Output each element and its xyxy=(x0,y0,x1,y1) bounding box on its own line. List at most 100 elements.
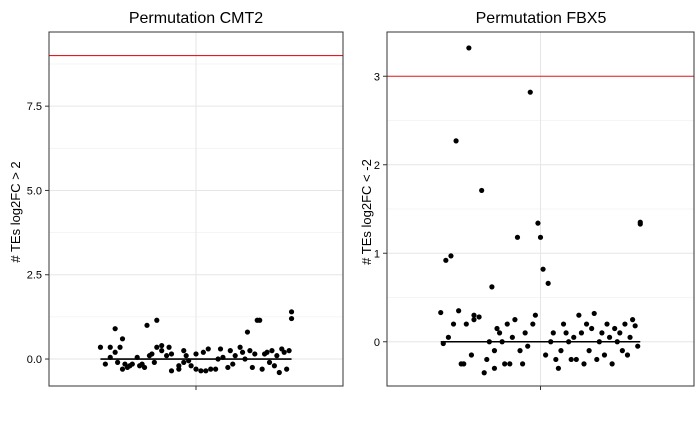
data-point xyxy=(154,344,160,350)
data-point xyxy=(117,344,123,350)
data-point xyxy=(489,284,495,290)
axes: 0.0 2.5 5.0 7.5 xyxy=(27,31,344,390)
data-point xyxy=(176,363,182,369)
data-point xyxy=(97,344,104,350)
data-point xyxy=(443,257,449,263)
data-point xyxy=(581,361,587,367)
data-point xyxy=(288,315,295,322)
panel-title: Permutation CMT2 xyxy=(129,10,263,27)
data-point xyxy=(622,321,628,327)
data-point xyxy=(522,330,528,336)
data-point xyxy=(188,363,194,369)
data-point xyxy=(193,351,199,357)
y-tick-label: 1 xyxy=(374,248,380,260)
data-point xyxy=(558,348,564,354)
data-point xyxy=(576,312,582,318)
data-point xyxy=(532,312,538,318)
data-point xyxy=(284,366,290,372)
data-point xyxy=(159,342,165,349)
data-point xyxy=(525,343,531,349)
data-point xyxy=(274,353,280,359)
y-tick-label: 0.0 xyxy=(27,354,42,366)
data-point xyxy=(164,353,170,359)
data-point xyxy=(445,334,451,340)
data-point xyxy=(512,317,518,323)
data-point xyxy=(632,323,638,329)
data-point xyxy=(237,344,243,350)
data-point xyxy=(517,348,523,354)
data-point xyxy=(519,361,526,367)
data-point xyxy=(252,351,258,357)
data-point xyxy=(507,361,513,367)
data-point xyxy=(550,330,556,336)
data-point xyxy=(115,359,121,365)
data-point xyxy=(484,356,490,363)
data-point xyxy=(232,353,238,359)
y-tick-label: 5.0 xyxy=(27,185,42,197)
data-point xyxy=(119,336,126,342)
data-point xyxy=(591,310,597,317)
data-point xyxy=(606,334,613,340)
data-point xyxy=(259,366,265,372)
data-point xyxy=(264,349,270,355)
data-point xyxy=(496,330,503,336)
data-point xyxy=(491,365,498,371)
y-axis-label: # TEs log2FC > 2 xyxy=(8,161,23,262)
data-point xyxy=(560,321,567,327)
y-tick-label: 2 xyxy=(374,160,380,172)
data-point xyxy=(102,361,108,367)
data-point xyxy=(583,321,590,327)
data-point xyxy=(141,364,148,371)
data-point xyxy=(168,368,175,374)
data-point xyxy=(119,366,126,372)
data-point xyxy=(630,317,636,323)
grid xyxy=(49,32,343,386)
data-point xyxy=(168,351,175,357)
y-tick-label: 7.5 xyxy=(27,101,42,113)
data-point xyxy=(553,356,559,363)
data-point xyxy=(571,334,577,340)
y-tick-label: 2.5 xyxy=(27,270,42,282)
data-point xyxy=(612,325,618,332)
y-tick-label: 3 xyxy=(374,71,380,83)
data-point xyxy=(244,329,251,335)
data-point xyxy=(527,89,533,95)
data-point xyxy=(112,326,118,332)
data-point xyxy=(468,352,475,358)
axes: 0 1 2 3 xyxy=(374,31,695,390)
data-point xyxy=(154,317,160,323)
data-point xyxy=(456,308,462,314)
data-point xyxy=(198,368,204,374)
data-point xyxy=(181,359,187,365)
data-points xyxy=(387,45,694,376)
data-point xyxy=(183,353,189,359)
data-point xyxy=(601,352,608,358)
data-point xyxy=(543,352,549,358)
data-point xyxy=(257,317,263,323)
data-point xyxy=(479,187,485,194)
data-point xyxy=(151,359,157,365)
data-point xyxy=(463,321,469,327)
data-point xyxy=(491,348,498,354)
y-tick-label: 0 xyxy=(374,337,380,349)
data-point xyxy=(453,138,459,144)
data-point xyxy=(509,334,515,340)
data-point xyxy=(504,321,510,327)
data-point xyxy=(450,321,457,327)
data-point xyxy=(514,234,521,240)
data-point xyxy=(471,317,477,323)
data-point xyxy=(239,349,246,355)
data-point xyxy=(619,348,625,354)
data-point xyxy=(266,359,273,365)
data-point xyxy=(481,370,487,376)
data-point xyxy=(599,330,605,336)
data-point xyxy=(476,314,482,320)
data-point xyxy=(213,366,219,372)
data-point xyxy=(200,349,206,355)
data-point xyxy=(494,325,500,332)
data-point xyxy=(568,356,574,363)
data-point xyxy=(159,348,165,354)
data-point xyxy=(563,330,569,336)
data-point xyxy=(225,364,231,371)
